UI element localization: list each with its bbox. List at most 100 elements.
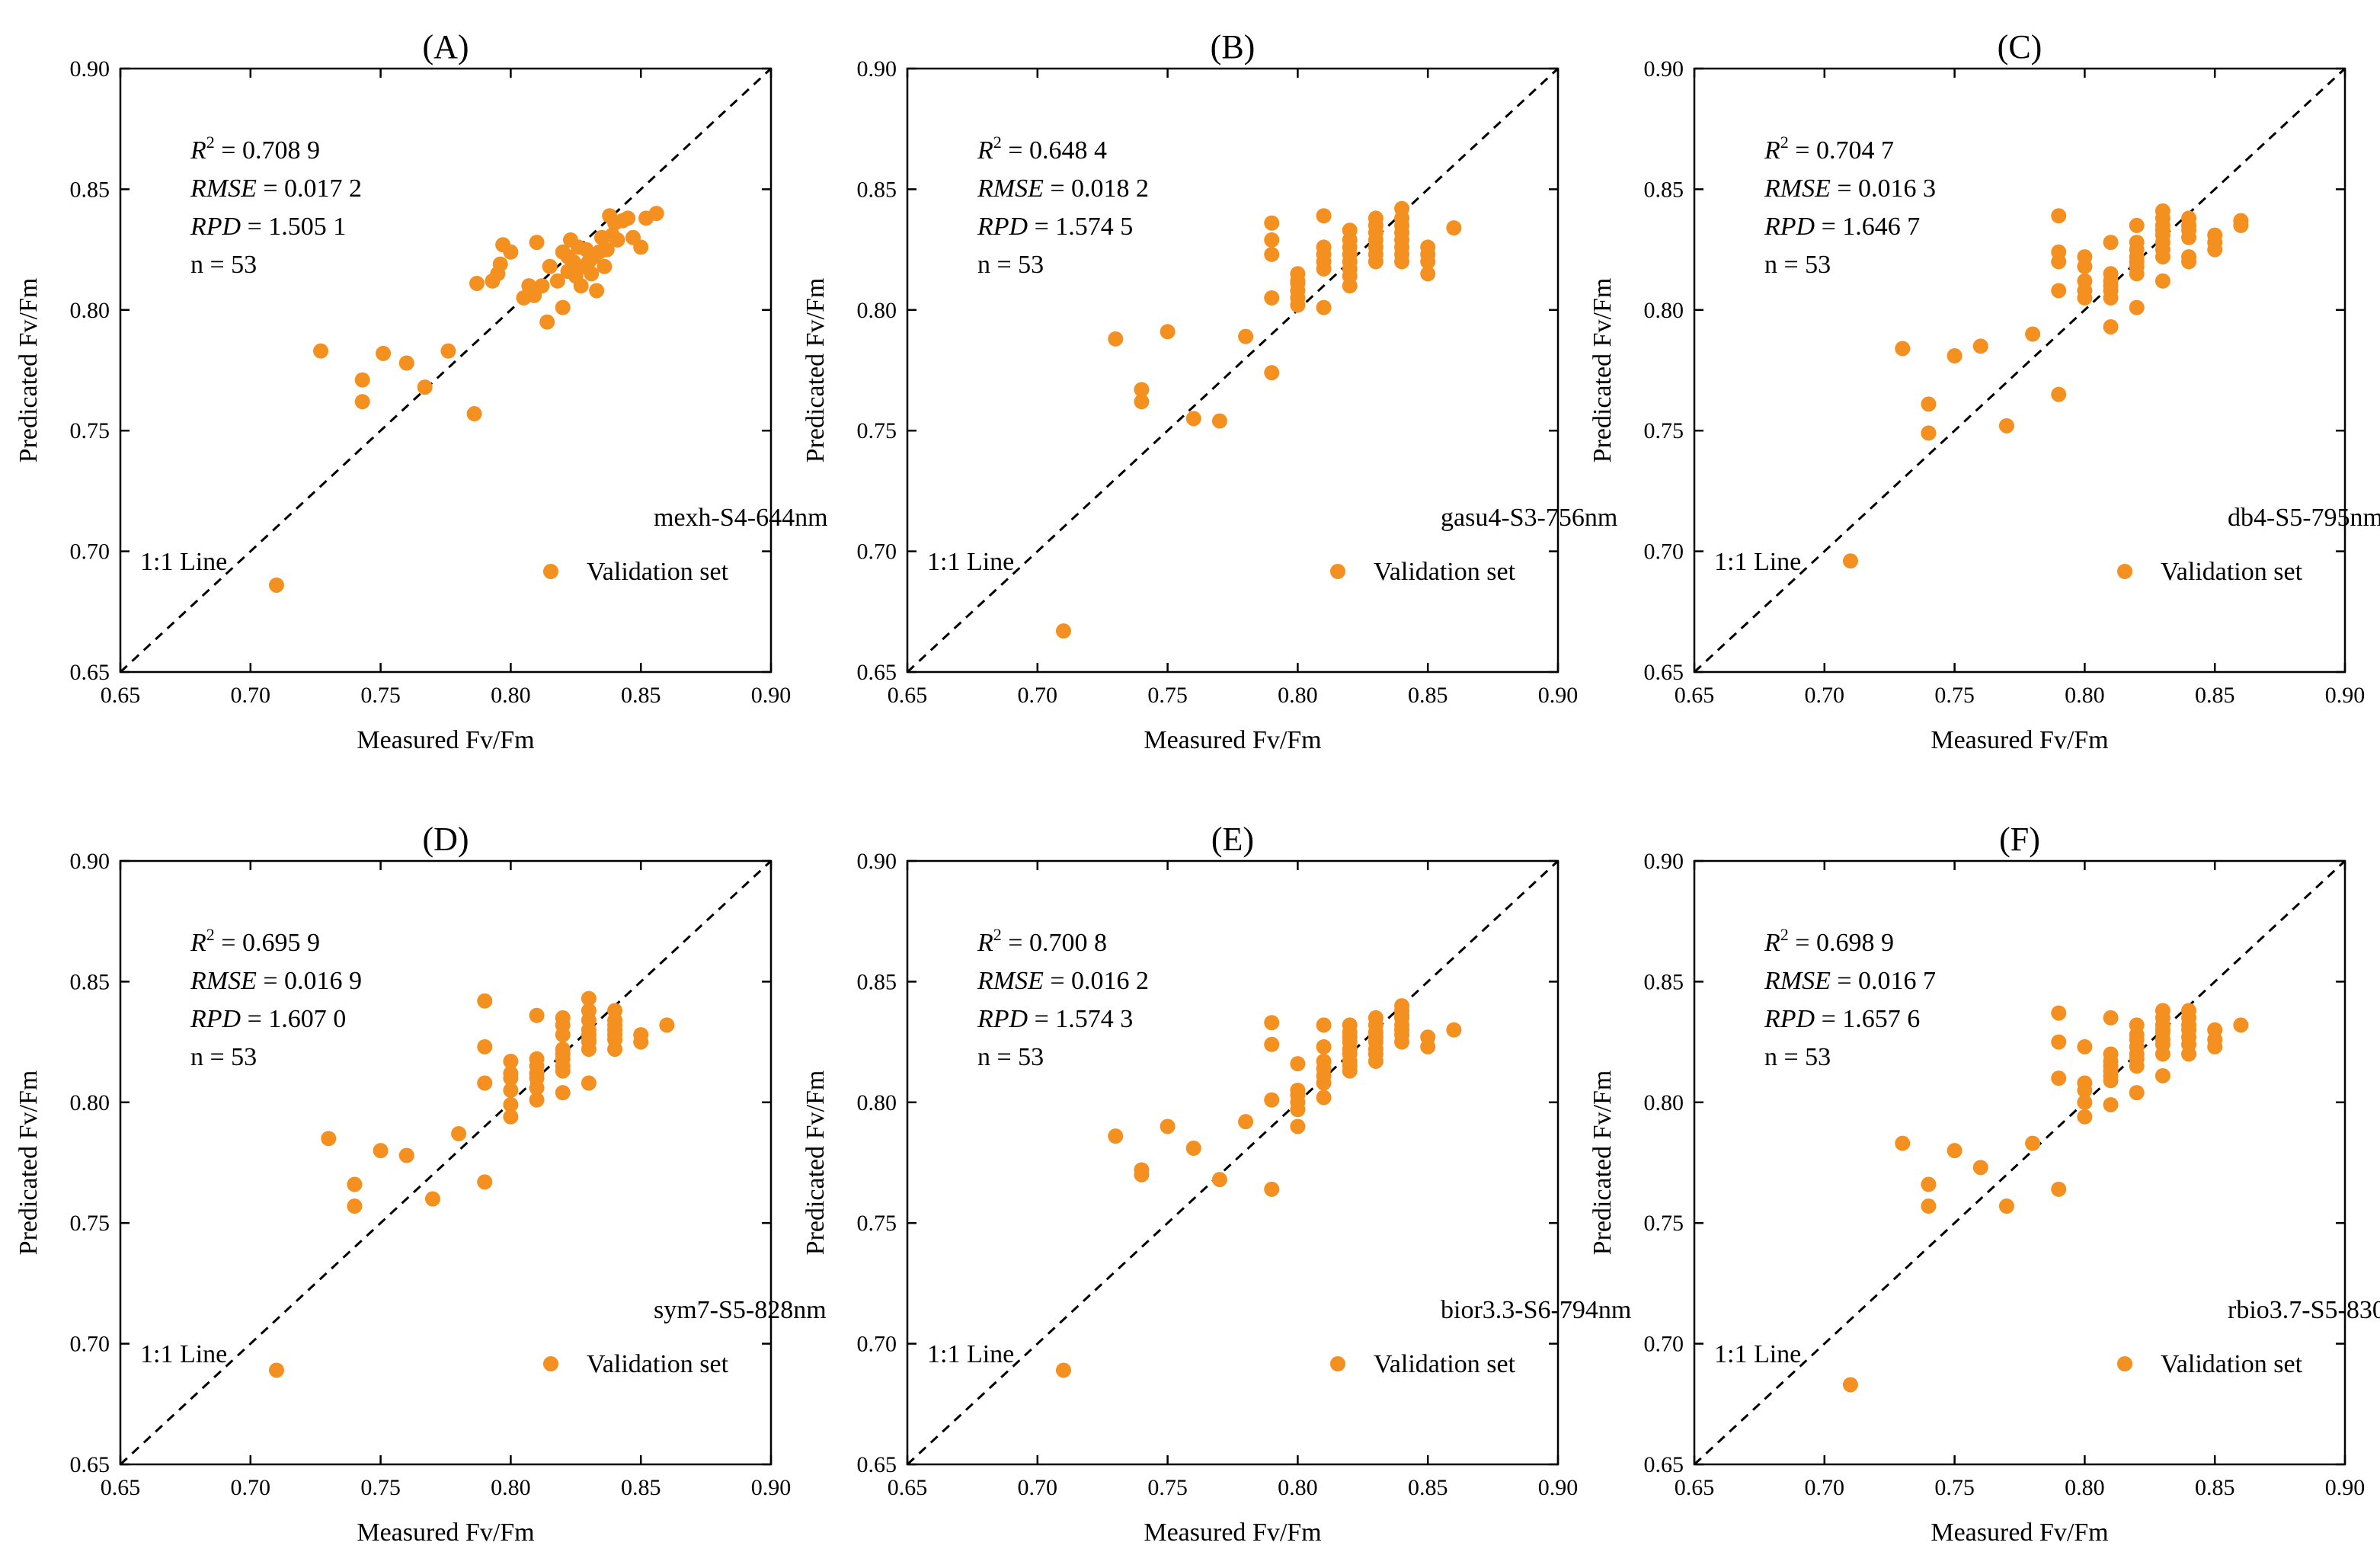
- model-label: gasu4-S3-756nm: [1441, 504, 1617, 532]
- data-point: [2129, 1017, 2145, 1033]
- stat-rpd-value: = 1.646 7: [1815, 213, 1920, 241]
- x-tick-label: 0.80: [491, 1475, 531, 1500]
- stat-rmse-symbol: RMSE: [190, 174, 257, 203]
- legend-marker: [2117, 564, 2132, 579]
- y-tick-label: 0.90: [1644, 56, 1684, 82]
- y-tick-label: 0.90: [857, 849, 897, 874]
- one-to-one-line: [1693, 67, 2346, 674]
- legend-marker: [1330, 564, 1345, 579]
- stat-r2-superscript: 2: [993, 133, 1002, 152]
- y-tick-label: 0.85: [70, 969, 110, 994]
- one-to-one-line-label: 1:1 Line: [927, 1340, 1014, 1368]
- data-point: [2077, 258, 2093, 274]
- x-tick-label: 0.80: [1278, 1475, 1318, 1500]
- data-point: [1368, 1042, 1384, 1058]
- data-point: [1134, 394, 1150, 410]
- stat-rmse-value: = 0.016 2: [1044, 967, 1149, 995]
- data-point: [555, 1017, 571, 1033]
- data-point: [2051, 208, 2067, 224]
- x-tick-label: 0.65: [1675, 683, 1715, 708]
- data-point: [354, 394, 370, 410]
- data-point: [1290, 1056, 1306, 1072]
- data-point: [633, 239, 649, 255]
- one-to-one-line-label: 1:1 Line: [140, 1340, 227, 1368]
- stat-rpd-value: = 1.505 1: [241, 213, 346, 241]
- data-point: [1316, 1053, 1332, 1069]
- data-point: [1290, 273, 1306, 289]
- stat-rmse-value: = 0.016 3: [1831, 174, 1936, 203]
- stat-rpd-value: = 1.607 0: [241, 1005, 346, 1033]
- data-point: [659, 1017, 675, 1033]
- data-point: [529, 1065, 545, 1081]
- data-point: [2051, 1034, 2067, 1050]
- plot-frame: [1693, 67, 2346, 674]
- data-point: [354, 372, 370, 388]
- y-tick-label: 0.65: [1644, 1452, 1684, 1477]
- data-point: [1998, 1198, 2014, 1214]
- stat-rmse-value: = 0.018 2: [1044, 174, 1149, 203]
- data-point: [599, 242, 615, 258]
- data-point: [2051, 386, 2067, 402]
- x-axis-title: Measured Fv/Fm: [1931, 1518, 2108, 1547]
- data-point: [2077, 1075, 2093, 1091]
- x-tick-label: 0.70: [1805, 1475, 1845, 1500]
- y-tick-label: 0.65: [70, 1452, 110, 1477]
- data-point: [424, 1191, 440, 1207]
- data-point: [1290, 1094, 1306, 1110]
- x-tick-label: 0.80: [491, 683, 531, 708]
- data-point: [1264, 290, 1280, 306]
- legend-label: Validation set: [1374, 558, 1516, 586]
- data-point: [2103, 1096, 2119, 1112]
- y-tick-label: 0.90: [1644, 849, 1684, 874]
- data-point: [1316, 1017, 1332, 1033]
- data-point: [1108, 331, 1124, 347]
- stat-n: n = 53: [190, 251, 257, 279]
- data-point: [2051, 1070, 2067, 1086]
- data-point: [589, 283, 605, 299]
- stat-r2-symbol: R: [190, 929, 206, 957]
- data-point: [2181, 210, 2197, 226]
- y-tick-label: 0.90: [857, 56, 897, 82]
- data-point: [549, 273, 565, 289]
- one-to-one-line-label: 1:1 Line: [1714, 548, 1801, 576]
- one-to-one-line: [119, 859, 773, 1466]
- y-tick-label: 0.80: [1644, 298, 1684, 323]
- x-tick-label: 0.80: [1278, 683, 1318, 708]
- data-point: [1055, 623, 1071, 639]
- data-point: [2051, 283, 2067, 299]
- stat-r2-value: = 0.704 7: [1789, 136, 1894, 165]
- stat-rpd-symbol: RPD: [1764, 213, 1815, 241]
- data-point: [1342, 1058, 1358, 1074]
- data-point: [477, 1075, 493, 1091]
- data-point: [2129, 254, 2145, 270]
- stat-rpd: RPD = 1.607 0: [190, 1005, 346, 1033]
- data-point: [1972, 338, 1988, 354]
- data-point: [597, 258, 613, 274]
- data-point: [2129, 1085, 2145, 1101]
- stat-n: n = 53: [977, 251, 1044, 279]
- data-point: [503, 1065, 519, 1081]
- data-point: [584, 266, 600, 282]
- data-point: [398, 1147, 414, 1163]
- x-axis-title: Measured Fv/Fm: [357, 726, 534, 754]
- y-tick-label: 0.90: [70, 56, 110, 82]
- y-tick-label: 0.65: [857, 660, 897, 685]
- data-point: [1998, 418, 2014, 434]
- one-to-one-line: [906, 67, 1559, 674]
- x-axis-title: Measured Fv/Fm: [1931, 726, 2108, 754]
- y-tick-label: 0.65: [857, 1452, 897, 1477]
- data-point: [1108, 1128, 1124, 1144]
- chart-panel-a: (A) 0.65 0.70 0.75 0.80 0.85 0.90 0.65 0.70 0.75 0…: [14, 28, 828, 754]
- data-point: [1185, 411, 1201, 427]
- x-tick-label: 0.70: [231, 683, 271, 708]
- data-point: [2051, 254, 2067, 270]
- x-tick-label: 0.75: [1934, 1475, 1975, 1500]
- x-tick-label: 0.65: [101, 1475, 141, 1500]
- x-tick-label: 0.70: [1805, 683, 1845, 708]
- legend-marker: [2117, 1356, 2132, 1371]
- x-tick-label: 0.85: [2195, 1475, 2235, 1500]
- y-tick-label: 0.75: [857, 418, 897, 443]
- data-point: [1290, 1082, 1306, 1098]
- data-point: [2077, 273, 2093, 289]
